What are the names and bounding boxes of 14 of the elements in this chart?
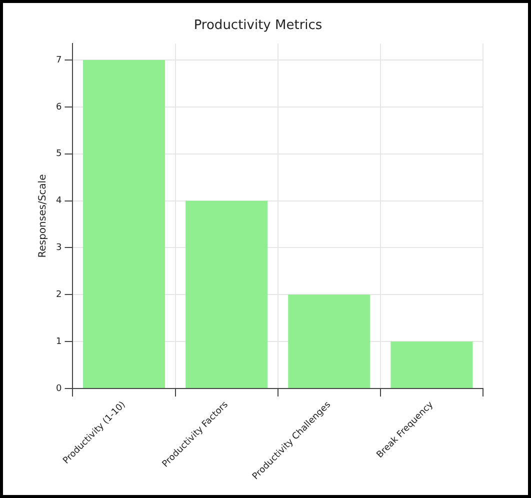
y-tick-label: 2 (56, 290, 62, 300)
y-tick-label: 7 (56, 55, 62, 66)
y-tick-label: 1 (56, 336, 62, 347)
y-tick-label: 4 (56, 196, 62, 206)
y-tick-label: 3 (56, 243, 62, 254)
y-tick-label: 0 (56, 384, 62, 394)
chart-title: Productivity Metrics (194, 18, 322, 34)
bar (82, 60, 166, 388)
bar (390, 342, 473, 388)
bar (186, 200, 268, 388)
y-tick-label: 6 (56, 102, 62, 112)
y-axis-title: Responses/Scale (38, 174, 49, 258)
y-tick-label: 5 (56, 149, 62, 160)
bar (288, 294, 370, 388)
